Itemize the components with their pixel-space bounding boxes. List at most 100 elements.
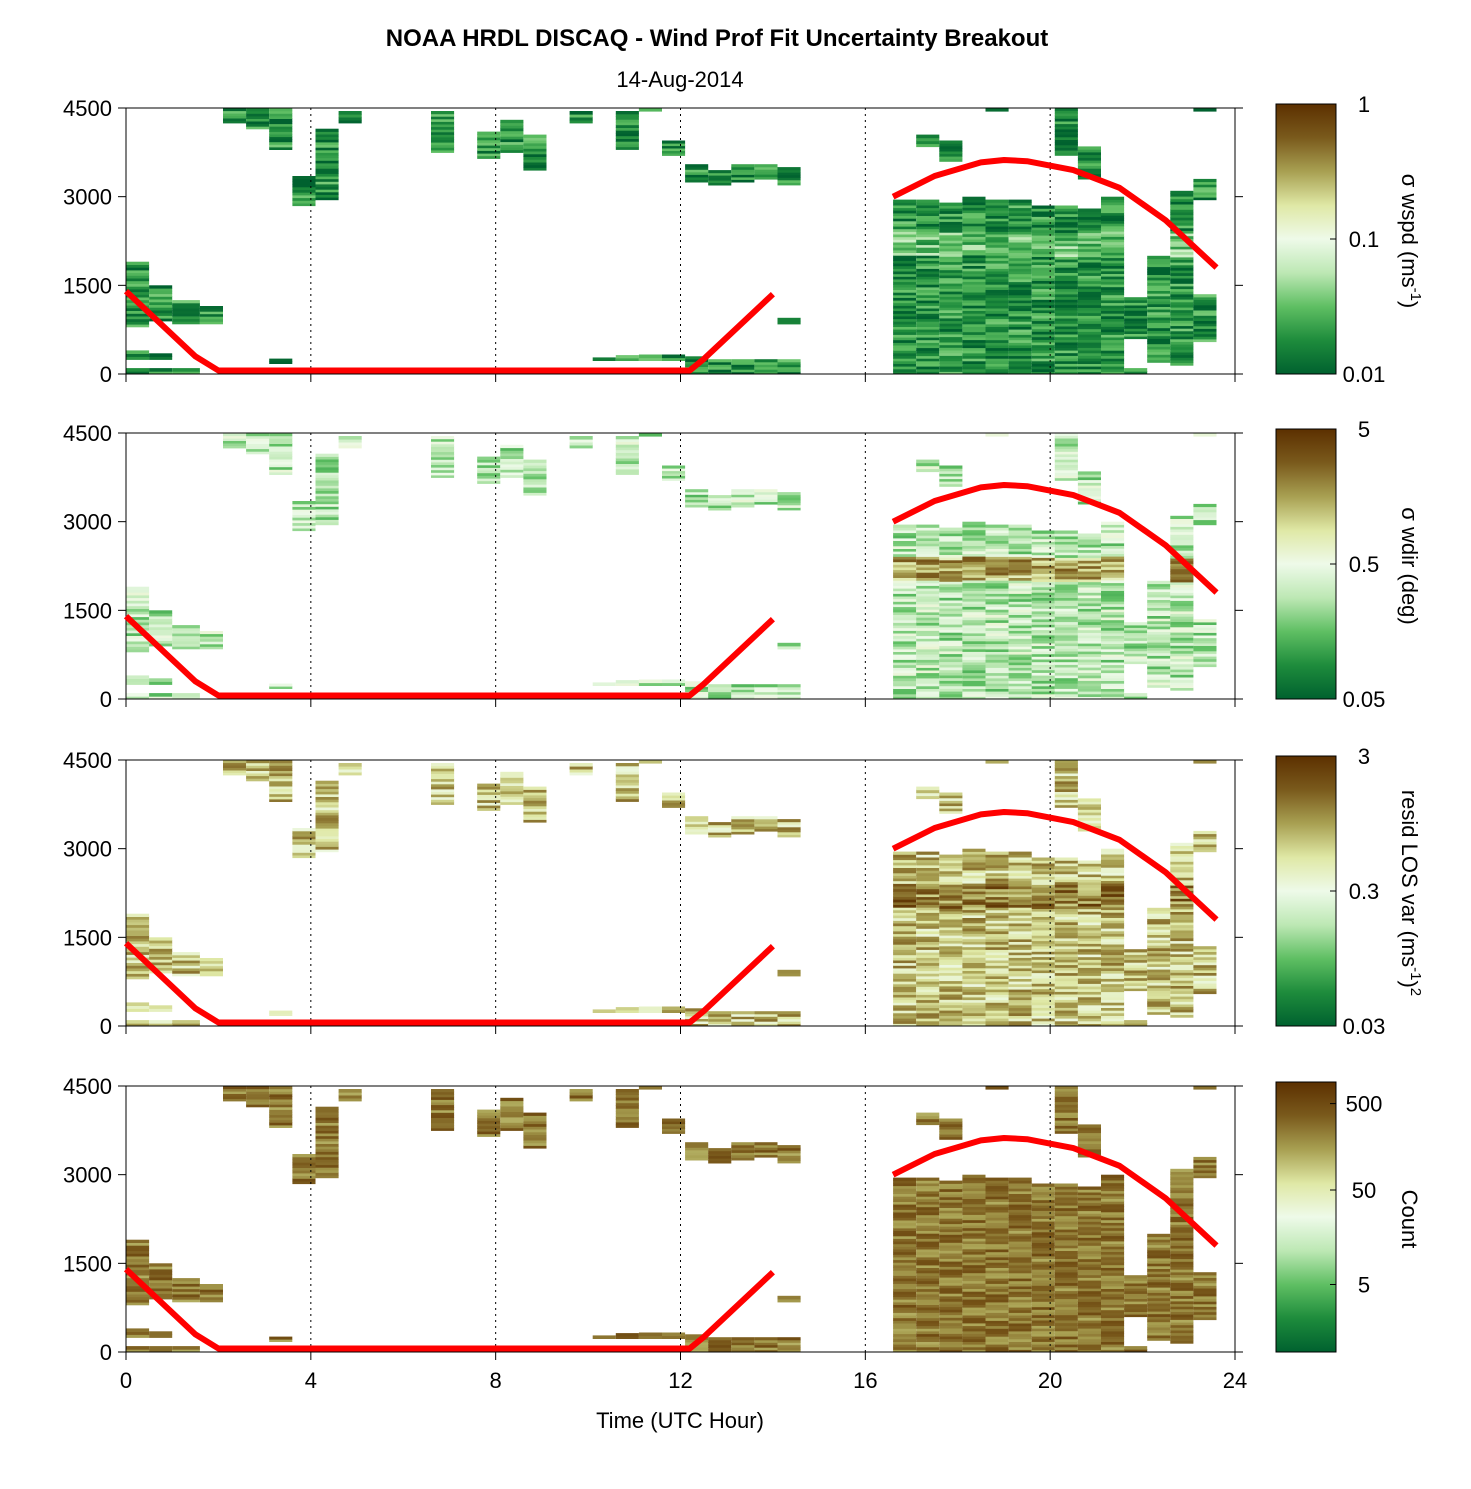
- heatmap-cell: [893, 989, 917, 993]
- heatmap-cell: [1077, 1237, 1101, 1241]
- heatmap-cell: [1147, 923, 1171, 927]
- heatmap-cell: [1054, 108, 1078, 111]
- heatmap-cell: [985, 1185, 1009, 1189]
- heatmap-cell: [149, 296, 173, 300]
- heatmap-cell: [292, 527, 316, 532]
- heatmap-cell: [1031, 924, 1055, 928]
- heatmap-cell: [1170, 515, 1194, 519]
- heatmap-cell: [1170, 927, 1194, 931]
- heatmap-cell: [1054, 126, 1078, 130]
- heatmap-cell: [1170, 977, 1194, 981]
- heatmap-cell: [1054, 1112, 1078, 1116]
- heatmap-cell: [1054, 1194, 1078, 1198]
- heatmap-cell: [477, 799, 501, 803]
- heatmap-cell: [1147, 354, 1171, 358]
- heatmap-cell: [1008, 1341, 1032, 1345]
- heatmap-cell: [1077, 586, 1101, 591]
- heatmap-cell: [777, 829, 801, 833]
- heatmap-cell: [1170, 632, 1194, 636]
- heatmap-cell: [1170, 576, 1194, 580]
- heatmap-cell: [1193, 1164, 1217, 1168]
- heatmap-cell: [269, 1096, 293, 1100]
- heatmap-cell: [1147, 1008, 1171, 1013]
- heatmap-cell: [893, 1015, 917, 1019]
- heatmap-cell: [777, 826, 801, 830]
- heatmap-cell: [1008, 893, 1032, 898]
- heatmap-cell: [893, 909, 917, 913]
- heatmap-cell: [939, 932, 963, 936]
- heatmap-cell: [1031, 1023, 1055, 1026]
- heatmap-cell: [246, 440, 270, 444]
- heatmap-cell: [962, 975, 986, 979]
- heatmap-cell: [1054, 280, 1078, 284]
- heatmap-cell: [985, 957, 1009, 961]
- heatmap-cell: [916, 1341, 940, 1345]
- heatmap-cell: [315, 820, 339, 824]
- heatmap-cell: [962, 1264, 986, 1268]
- heatmap-cell: [1077, 232, 1101, 236]
- heatmap-cell: [1077, 1320, 1101, 1324]
- heatmap-cell: [1147, 594, 1171, 598]
- heatmap-cell: [916, 329, 940, 333]
- heatmap-cell: [1101, 247, 1125, 251]
- heatmap-cell: [126, 638, 150, 642]
- heatmap-cell: [1008, 598, 1032, 602]
- heatmap-cell: [685, 166, 709, 170]
- heatmap-cell: [962, 593, 986, 597]
- heatmap-cell: [731, 684, 755, 688]
- heatmap-cell: [939, 637, 963, 641]
- heatmap-cell: [985, 315, 1009, 320]
- heatmap-cell: [1101, 598, 1125, 602]
- heatmap-cell: [777, 819, 801, 823]
- heatmap-cell: [1124, 650, 1148, 654]
- heatmap-cell: [1054, 1125, 1078, 1129]
- heatmap-cell: [615, 1116, 639, 1120]
- heatmap-cell: [523, 808, 547, 812]
- heatmap-cell: [615, 130, 639, 134]
- heatmap-cell: [1101, 299, 1125, 304]
- heatmap-cell: [477, 144, 501, 149]
- heatmap-cell: [916, 215, 940, 219]
- heatmap-cell: [1193, 645, 1217, 649]
- heatmap-cell: [1077, 283, 1101, 287]
- heatmap-cell: [1031, 905, 1055, 909]
- heatmap-cell: [126, 967, 150, 972]
- heatmap-cell: [1147, 915, 1171, 920]
- heatmap-cell: [985, 1023, 1009, 1026]
- heatmap-cell: [1008, 601, 1032, 605]
- heatmap-cell: [893, 973, 917, 977]
- heatmap-cell: [126, 913, 150, 917]
- heatmap-cell: [893, 215, 917, 219]
- heatmap-cell: [962, 1230, 986, 1234]
- heatmap-cell: [1008, 1262, 1032, 1266]
- heatmap-cell: [1193, 627, 1217, 631]
- heatmap-cell: [269, 1104, 293, 1108]
- heatmap-cell: [731, 176, 755, 180]
- heatmap-cell: [223, 108, 247, 112]
- heatmap-cell: [1031, 1346, 1055, 1350]
- heatmap-cell: [315, 1151, 339, 1155]
- heatmap-cell: [338, 113, 362, 118]
- heatmap-cell: [962, 851, 986, 855]
- heatmap-cell: [1031, 967, 1055, 971]
- heatmap-cell: [916, 875, 940, 879]
- heatmap-cell: [1101, 661, 1125, 666]
- heatmap-cell: [1101, 1230, 1125, 1234]
- heatmap-cell: [985, 691, 1009, 695]
- heatmap-cell: [777, 174, 801, 178]
- heatmap-cell: [477, 786, 501, 790]
- heatmap-cell: [893, 981, 917, 985]
- heatmap-cell: [1077, 554, 1101, 559]
- heatmap-cell: [1054, 903, 1078, 907]
- heatmap-cell: [939, 1004, 963, 1008]
- heatmap-cell: [1170, 1168, 1194, 1172]
- heatmap-cell: [1101, 204, 1125, 208]
- heatmap-cell: [1031, 897, 1055, 901]
- heatmap-cell: [962, 1256, 986, 1260]
- heatmap-cell: [1031, 533, 1055, 537]
- heatmap-cell: [685, 496, 709, 500]
- heatmap-cell: [431, 129, 455, 133]
- heatmap-cell: [431, 467, 455, 471]
- heatmap-cell: [1170, 1187, 1194, 1191]
